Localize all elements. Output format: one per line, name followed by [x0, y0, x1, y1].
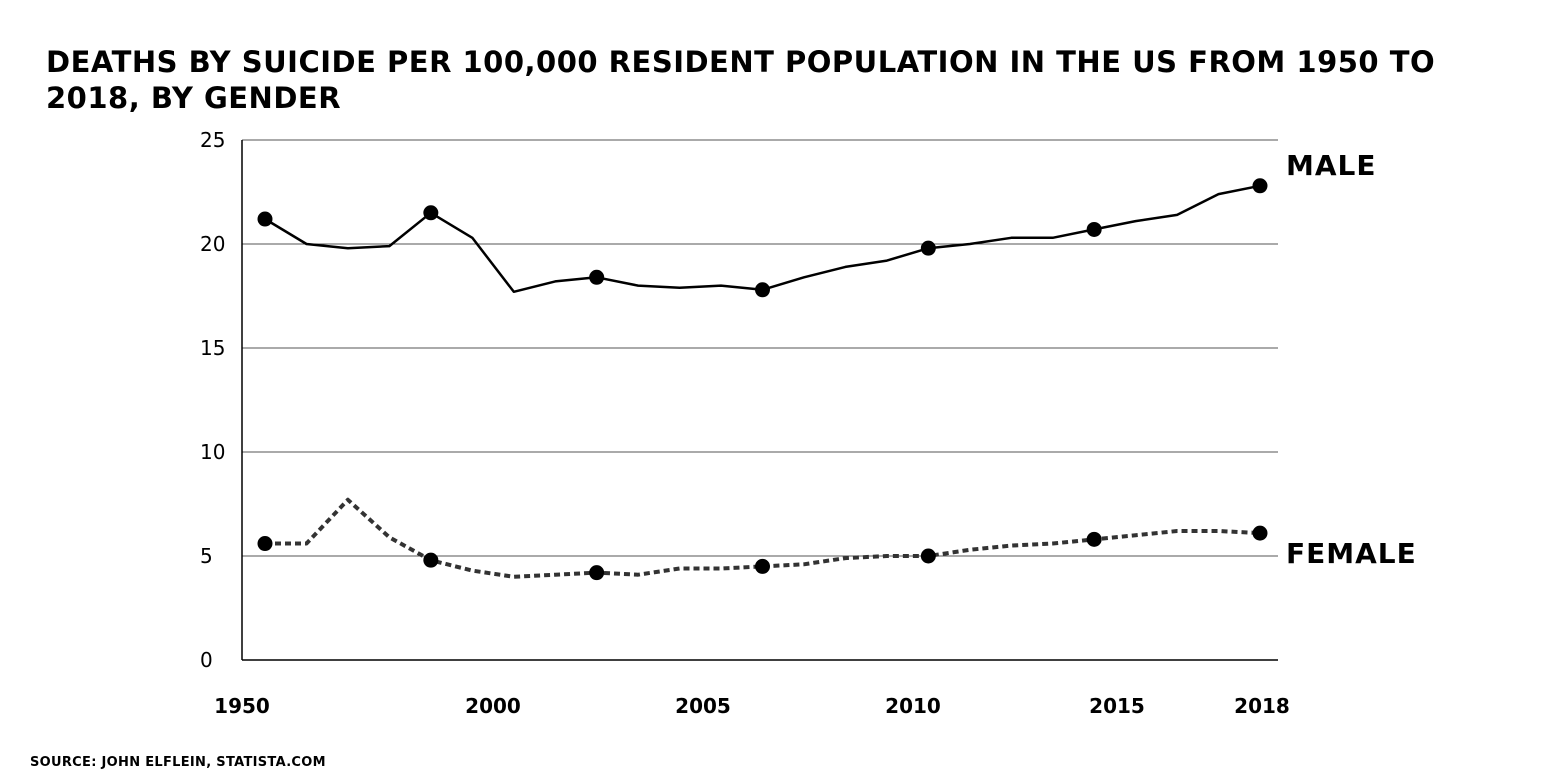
data-point-male: [920, 240, 936, 256]
labels: MALE FEMALE: [1286, 149, 1417, 570]
series-line-male: [264, 184, 1261, 294]
data-point-female: [920, 548, 936, 564]
y-tick-label: 0: [200, 648, 213, 672]
data-point-male: [755, 282, 770, 298]
y-tick-label: 25: [200, 128, 225, 152]
axes: 0 5 10 15 20 25 1950 2000 2005 2010 2015 2018: [200, 128, 1290, 718]
chart-title: DEATHS BY SUICIDE PER 100,000 RESIDENT P…: [46, 45, 1436, 115]
data-point-male: [1086, 221, 1102, 237]
series-lines: [257, 178, 1268, 581]
chart-source: SOURCE: JOHN ELFLEIN, STATISTA.COM: [30, 755, 326, 770]
x-tick-label: 1950: [214, 694, 270, 718]
data-point-female: [589, 565, 605, 581]
data-point-male: [1252, 178, 1268, 194]
data-point-male: [589, 269, 605, 285]
x-tick-label: 2015: [1089, 694, 1145, 718]
gridlines: [242, 139, 1278, 661]
data-point-female: [257, 536, 273, 552]
y-tick-label: 15: [200, 336, 225, 360]
data-point-male: [423, 205, 439, 221]
data-point-female: [1086, 531, 1102, 547]
data-point-male: [257, 211, 273, 227]
y-tick-label: 5: [200, 544, 213, 568]
data-point-female: [423, 552, 439, 568]
x-tick-label: 2018: [1234, 694, 1290, 718]
x-tick-label: 2000: [465, 694, 521, 718]
series-label-male: MALE: [1286, 149, 1377, 182]
x-tick-label: 2005: [675, 694, 731, 718]
y-tick-label: 20: [200, 232, 225, 256]
series-label-female: FEMALE: [1286, 537, 1417, 570]
x-tick-label: 2010: [885, 694, 941, 718]
y-tick-label: 10: [200, 440, 225, 464]
data-point-female: [1252, 525, 1268, 541]
data-point-female: [755, 558, 770, 574]
